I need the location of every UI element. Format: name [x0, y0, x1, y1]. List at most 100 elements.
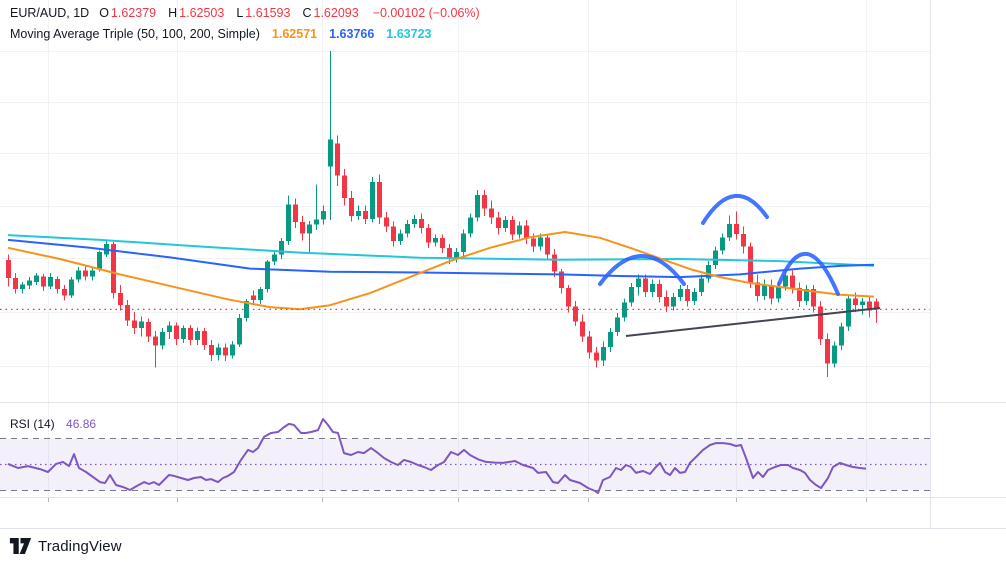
- arc-drawing[interactable]: [701, 194, 769, 225]
- candle-body: [692, 291, 697, 302]
- arc-drawing[interactable]: [598, 254, 686, 286]
- candle-body: [706, 265, 711, 279]
- candle-body: [41, 276, 46, 287]
- candle-body: [132, 320, 137, 329]
- candle-body: [454, 251, 459, 259]
- chart-canvas[interactable]: [0, 0, 1006, 530]
- indicator-legend-row[interactable]: Moving Average Triple (50, 100, 200, Sim…: [10, 27, 435, 41]
- candle-body: [307, 224, 312, 234]
- candle-body: [762, 285, 767, 296]
- candle-body: [503, 220, 508, 229]
- indicator-value: 1.62571: [271, 27, 318, 41]
- candle-body: [755, 282, 760, 296]
- arc-drawing[interactable]: [777, 252, 840, 296]
- candle-body: [671, 297, 676, 307]
- candle-body: [300, 221, 305, 234]
- candle-body: [643, 278, 648, 292]
- candle-body: [832, 345, 837, 364]
- candle-body: [573, 306, 578, 322]
- sma200-line: [7, 234, 875, 267]
- candle-body: [608, 332, 613, 347]
- candle-body: [825, 338, 830, 364]
- candle-body: [657, 283, 662, 298]
- candle-body: [587, 336, 592, 353]
- candle-body: [118, 293, 123, 306]
- candle-body: [433, 237, 438, 243]
- candle-body: [69, 279, 74, 296]
- candle-body: [258, 289, 263, 301]
- candle-body: [13, 278, 18, 290]
- candle-body: [349, 197, 354, 217]
- candle-body: [83, 270, 88, 277]
- indicator-title: Moving Average Triple (50, 100, 200, Sim…: [10, 27, 260, 41]
- candle-body: [90, 270, 95, 277]
- ohlc-item: O 1.62379: [99, 6, 157, 20]
- candle-body: [510, 220, 515, 235]
- candle-body: [202, 330, 207, 345]
- ohlc-item: H 1.62503: [168, 6, 225, 20]
- rsi-value: 46.86: [66, 417, 97, 431]
- price-scale[interactable]: 1.720001.700001.680001.660001.6000075.00…: [930, 0, 1006, 528]
- candle-body: [650, 283, 655, 292]
- main-chart-pane[interactable]: [0, 0, 930, 497]
- tradingview-logo[interactable]: TradingView: [9, 537, 122, 555]
- ohlc-item: L 1.61593: [236, 6, 291, 20]
- candle-body: [48, 277, 53, 287]
- candle-body: [244, 301, 249, 318]
- candle-body: [769, 285, 774, 299]
- candle-body: [622, 302, 627, 318]
- trendline-drawing[interactable]: [625, 307, 881, 337]
- candle-body: [265, 261, 270, 290]
- sma50-line: [7, 231, 875, 311]
- candle-body: [405, 224, 410, 234]
- candle-body: [321, 210, 326, 220]
- change-value: −0.00102 (−0.06%): [372, 6, 480, 20]
- ohlc-values: O 1.62379 H 1.62503 L 1.61593 C 1.62093: [91, 6, 363, 20]
- candle-body: [846, 298, 851, 327]
- candle-body: [804, 289, 809, 302]
- candle-body: [748, 246, 753, 283]
- candle-body: [685, 289, 690, 302]
- candle-body: [195, 330, 200, 341]
- candle-body: [531, 238, 536, 247]
- rsi-legend-row[interactable]: RSI (14) 46.86: [10, 417, 98, 431]
- candle-body: [797, 287, 802, 302]
- candlestick-series: [6, 51, 879, 377]
- candle-body: [545, 237, 550, 255]
- candle-body: [874, 301, 879, 310]
- candle-body: [209, 344, 214, 356]
- candle-body: [167, 325, 172, 333]
- candle-body: [419, 218, 424, 229]
- candle-body: [552, 254, 557, 272]
- candle-body: [811, 289, 816, 307]
- time-scale[interactable]: JunJulAugSepOctNovDec: [0, 498, 930, 528]
- candle-body: [601, 346, 606, 361]
- candle-body: [384, 217, 389, 227]
- candle-body: [97, 251, 102, 270]
- candle-body: [496, 217, 501, 229]
- candle-body: [699, 278, 704, 292]
- candle-body: [279, 241, 284, 255]
- candle-body: [160, 332, 165, 346]
- candle-body: [741, 234, 746, 247]
- candle-body: [412, 218, 417, 225]
- candle-body: [153, 336, 158, 346]
- candle-body: [391, 226, 396, 242]
- candle-body: [251, 295, 256, 301]
- candle-body: [146, 322, 151, 337]
- ohlc-item: C 1.62093: [302, 6, 359, 20]
- symbol-legend-row[interactable]: EUR/AUD, 1D O 1.62379 H 1.62503 L 1.61593 C 1.62…: [10, 6, 482, 20]
- candle-body: [335, 143, 340, 176]
- candle-body: [62, 289, 67, 296]
- candle-body: [559, 271, 564, 288]
- candle-body: [293, 204, 298, 222]
- candle-body: [342, 175, 347, 198]
- candle-body: [363, 210, 368, 219]
- candle-body: [181, 328, 186, 339]
- symbol-title: EUR/AUD, 1D: [10, 6, 90, 20]
- candle-body: [237, 317, 242, 345]
- candle-body: [314, 219, 319, 225]
- candle-body: [580, 321, 585, 337]
- candle-body: [727, 224, 732, 238]
